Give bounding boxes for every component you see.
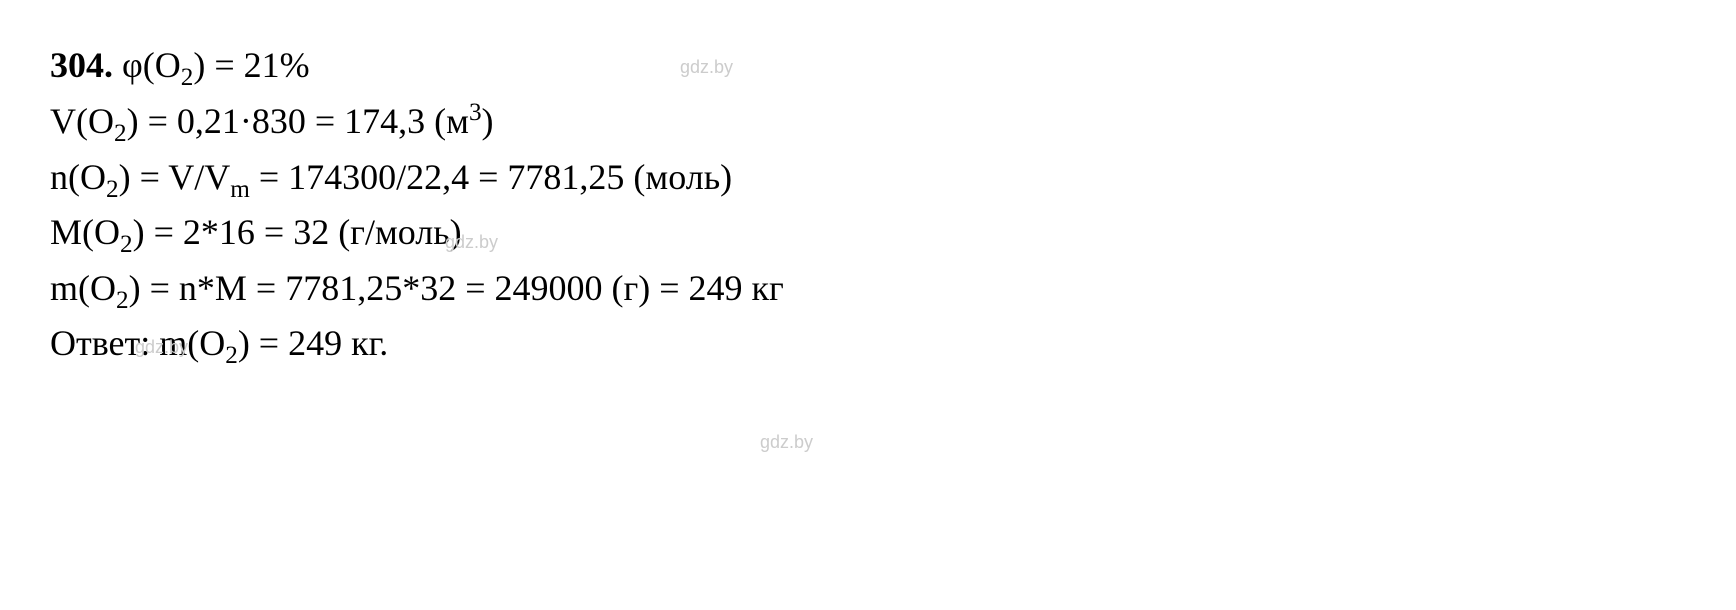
moles-sub1: 2 [106,176,119,203]
watermark-4: gdz.by [760,430,813,455]
answer-a: Ответ: m(O [50,323,225,363]
molar-mass-sub: 2 [120,232,133,259]
mass-sub: 2 [116,287,129,314]
molar-mass-b: ) = 2*16 = 32 (г/моль) [133,212,462,252]
line-1: 304. φ(O2) = 21% [50,40,1686,95]
volume-c: ) [482,101,494,141]
volume-sup: 3 [469,99,482,126]
phi-expr-b: ) = 21% [193,45,309,85]
volume-sub: 2 [114,121,127,148]
line-5: m(O2) = n*M = 7781,25*32 = 249000 (г) = … [50,263,1686,318]
line-6: Ответ: m(O2) = 249 кг. [50,318,1686,373]
moles-c: = 174300/22,4 = 7781,25 (моль) [250,157,732,197]
moles-subm: m [230,176,250,203]
problem-number: 304. [50,45,113,85]
answer-sub: 2 [225,343,238,370]
mass-b: ) = n*M = 7781,25*32 = 249000 (г) = 249 … [129,268,784,308]
moles-a: n(O [50,157,106,197]
mass-a: m(O [50,268,116,308]
volume-b: ) = 0,21·830 = 174,3 (м [127,101,469,141]
phi-sub: 2 [181,64,194,91]
line-2: V(O2) = 0,21·830 = 174,3 (м3) [50,95,1686,151]
answer-b: ) = 249 кг. [238,323,389,363]
moles-b: ) = V/V [119,157,231,197]
phi-expr-a: φ(O [122,45,181,85]
volume-a: V(O [50,101,114,141]
line-4: M(O2) = 2*16 = 32 (г/моль) [50,207,1686,262]
line-3: n(O2) = V/Vm = 174300/22,4 = 7781,25 (мо… [50,152,1686,207]
molar-mass-a: M(O [50,212,120,252]
